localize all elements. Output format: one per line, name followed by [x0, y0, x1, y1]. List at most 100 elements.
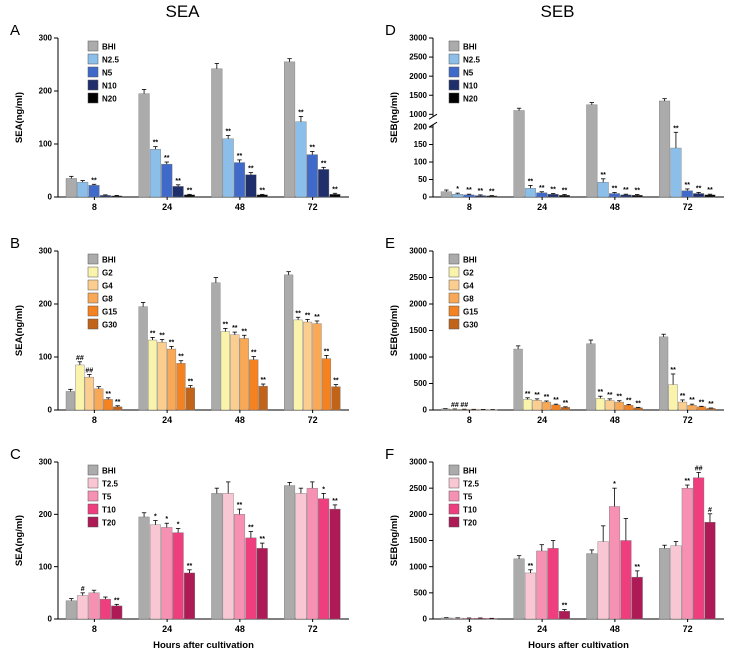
bar: [677, 401, 688, 411]
bar: [88, 185, 100, 198]
significance-mark: **: [612, 185, 618, 192]
y-tick-label: 200: [39, 87, 53, 96]
significance-mark: *: [165, 516, 168, 523]
y-tick-label: 2000: [409, 300, 427, 309]
bar: [234, 514, 246, 620]
y-tick-label: 1500: [409, 91, 427, 100]
y-tick-label: 500: [414, 379, 428, 388]
bar: [148, 339, 158, 411]
legend-swatch: [87, 490, 99, 502]
legend-label: T2.5: [463, 480, 480, 489]
significance-mark: **: [617, 394, 623, 401]
bar: [293, 319, 303, 411]
bar: [513, 110, 525, 198]
bar: [318, 498, 330, 620]
bar: [633, 407, 643, 411]
y-tick-label: 200: [414, 123, 428, 132]
significance-mark: **: [707, 187, 713, 194]
y-tick-label: 150: [414, 140, 428, 149]
legend-label: BHI: [102, 43, 116, 52]
legend-label: N10: [102, 82, 117, 91]
bar: [256, 548, 268, 620]
bar: [295, 493, 307, 620]
bar: [239, 338, 249, 411]
bar: [157, 341, 167, 411]
bar: [687, 405, 697, 411]
significance-mark: **: [115, 399, 121, 406]
bar: [138, 516, 150, 620]
legend-label: BHI: [102, 256, 116, 265]
bar: [222, 493, 234, 620]
significance-mark: **: [534, 392, 540, 399]
significance-mark: **: [626, 397, 632, 404]
bar: [284, 61, 296, 198]
bar: [440, 191, 452, 198]
x-tick-label: 72: [308, 202, 318, 212]
bar: [452, 194, 464, 198]
bar: [532, 399, 542, 411]
significance-mark: **: [188, 379, 194, 386]
significance-mark: **: [114, 597, 120, 604]
x-tick-label: 24: [537, 415, 547, 425]
y-axis-label: SEB(ng/ml): [389, 515, 400, 566]
legend-label: T5: [102, 493, 112, 502]
axis-break-icon: [428, 121, 438, 128]
y-tick-label: 0: [423, 615, 428, 624]
column-title-sea: SEA: [165, 2, 200, 21]
significance-mark: **: [489, 189, 495, 196]
legend-swatch: [448, 279, 460, 291]
significance-mark: **: [223, 321, 229, 328]
significance-mark: **: [563, 400, 569, 407]
significance-mark: ##: [695, 465, 703, 472]
y-tick-label: 100: [39, 353, 53, 362]
legend-label: G15: [463, 308, 479, 317]
bar: [586, 104, 598, 198]
bar: [230, 334, 240, 411]
legend-label: G15: [102, 308, 118, 317]
x-axis-label: Hours after cultivation: [528, 640, 629, 651]
bar: [659, 100, 671, 198]
y-tick-label: 200: [39, 510, 53, 519]
y-tick-label: 1000: [409, 562, 427, 571]
significance-mark: **: [248, 166, 254, 173]
significance-mark: **: [242, 328, 248, 335]
chart-svg-D: 0 50 100 150 200 1000 1500 2000 2500 3000 SEB(ng/m…: [389, 34, 724, 212]
bar: [513, 348, 523, 411]
bar: [681, 487, 693, 620]
significance-mark: **: [164, 155, 170, 162]
panel-e: E 0 500 1000 1500 2000 2500 3000 SEB(ng/ml) ## ##…: [385, 235, 730, 430]
bar: [463, 194, 475, 198]
bar: [440, 408, 450, 411]
significance-mark: **: [225, 129, 231, 136]
legend-swatch: [448, 292, 460, 304]
significance-mark: **: [699, 399, 705, 406]
bar: [161, 527, 173, 620]
significance-mark: #: [81, 586, 85, 593]
legend-swatch: [87, 516, 99, 528]
y-tick-label: 100: [414, 158, 428, 167]
bar: [284, 274, 294, 411]
legend-label: G4: [102, 282, 113, 291]
significance-mark: **: [670, 367, 676, 374]
significance-mark: **: [696, 185, 702, 192]
bar: [547, 194, 559, 198]
bar: [631, 576, 643, 620]
bar: [75, 364, 85, 411]
significance-mark: **: [685, 182, 691, 189]
bar: [211, 282, 221, 411]
y-tick-label: 300: [39, 34, 53, 43]
legend-label: N20: [463, 95, 478, 104]
y-tick-label: 2500: [409, 484, 427, 493]
x-tick-label: 48: [610, 202, 620, 212]
x-tick-label: 72: [683, 202, 693, 212]
legend-swatch: [448, 503, 460, 515]
bar: [77, 595, 89, 620]
bar: [321, 358, 332, 411]
panel-c: C 0 100 200 300 SEA(ng/ml) # ** 8 * * * ** 24 ** ** ** 4…: [10, 446, 355, 653]
panel-letter-e: E: [385, 235, 396, 252]
bar: [329, 508, 341, 620]
bar: [149, 149, 161, 198]
bar: [597, 541, 609, 620]
significance-mark: **: [598, 389, 604, 396]
